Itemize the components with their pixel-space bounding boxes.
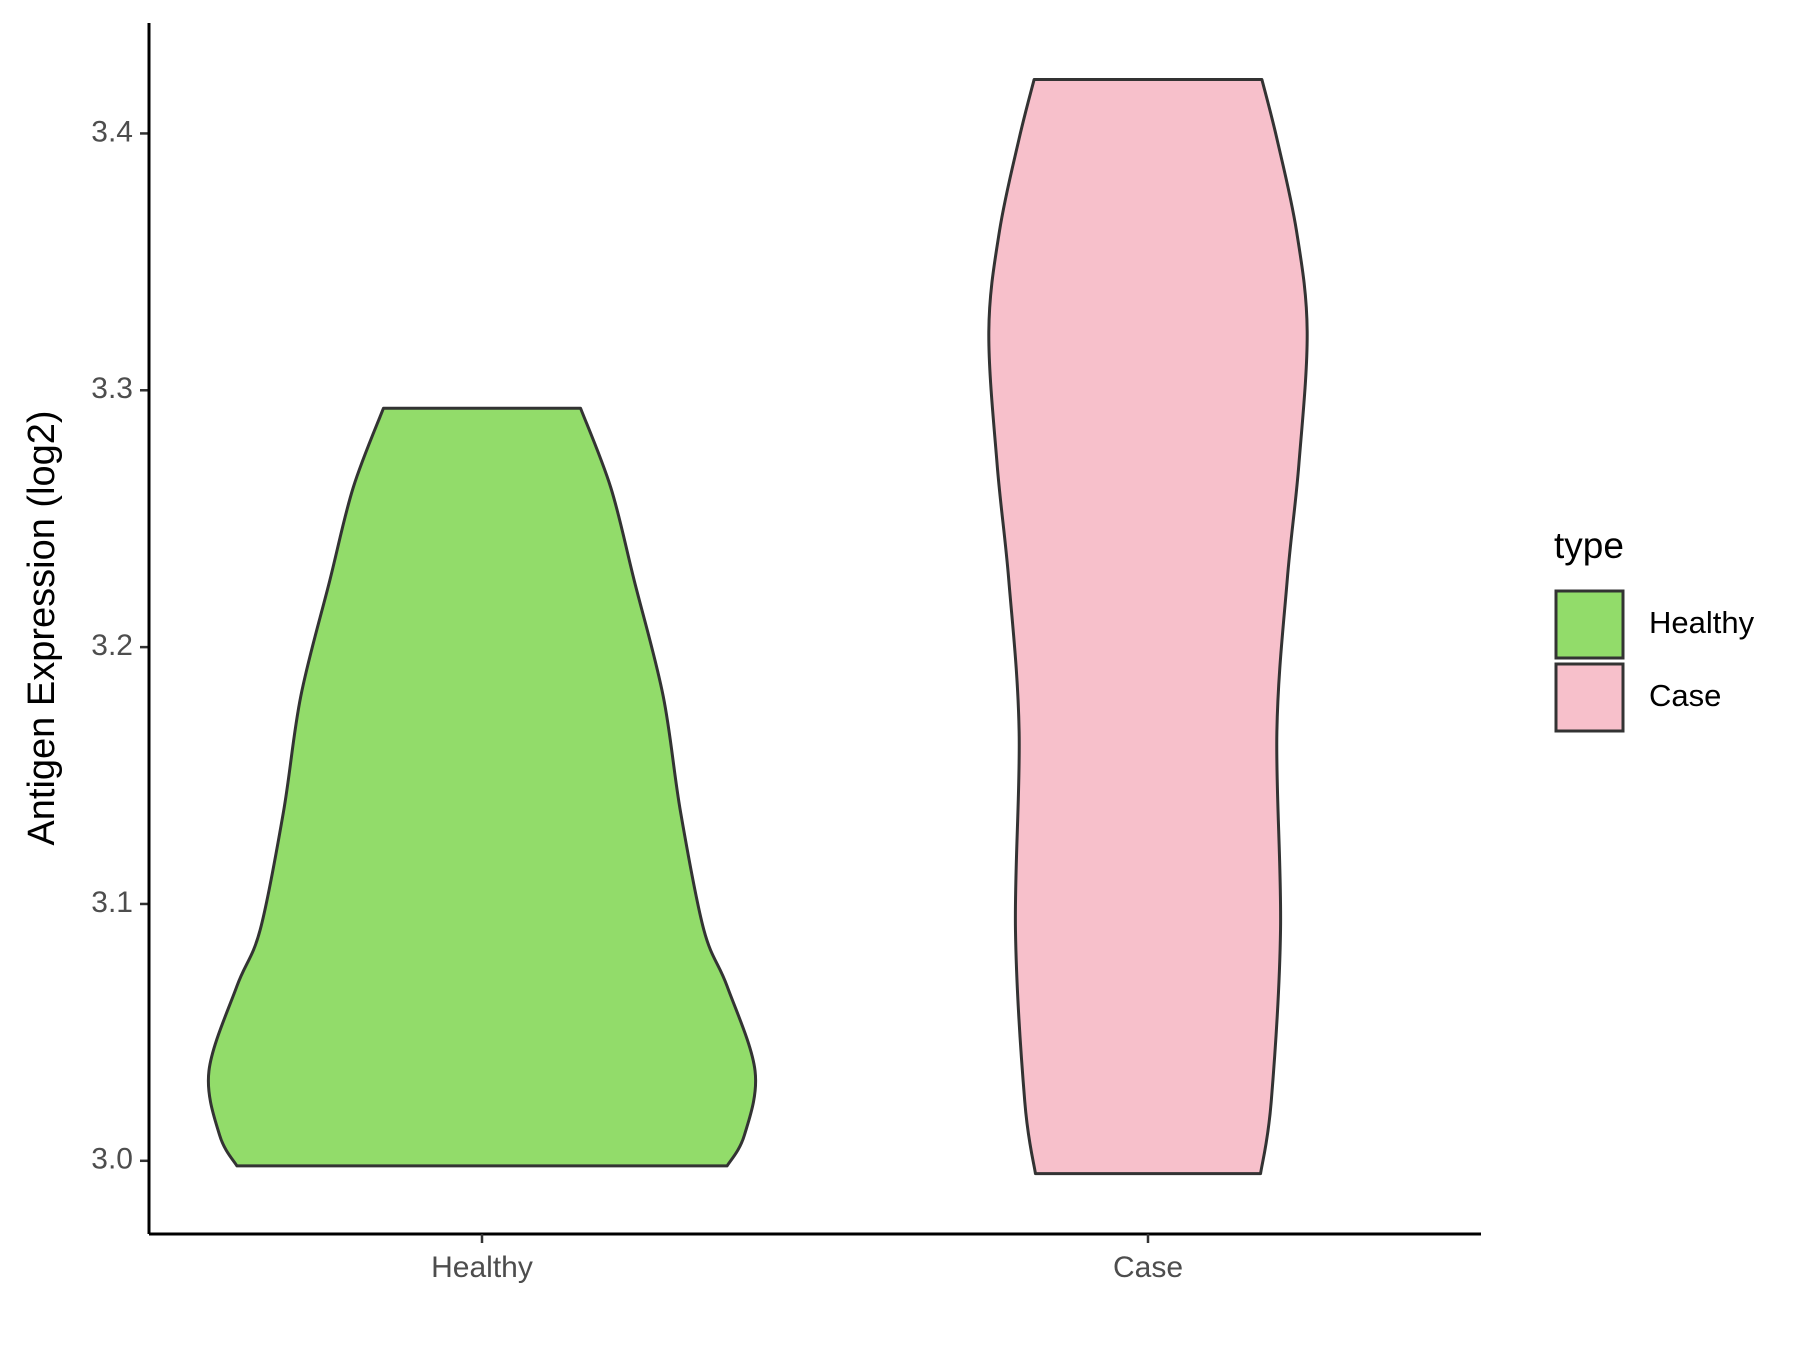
y-tick-label: 3.3	[91, 372, 133, 405]
y-axis-label: Antigen Expression (log2)	[21, 410, 63, 845]
legend-key	[1554, 589, 1625, 660]
legend-key	[1554, 662, 1625, 733]
y-tick-label: 3.1	[91, 886, 133, 919]
violin	[206, 406, 758, 1168]
y-tick-label: 3.0	[91, 1143, 133, 1176]
legend-label: Case	[1649, 678, 1721, 713]
y-tick-label: 3.2	[91, 629, 133, 662]
violin	[987, 78, 1309, 1176]
legend-label: Healthy	[1649, 605, 1755, 640]
x-tick-label: Healthy	[431, 1251, 533, 1284]
y-tick-label: 3.4	[91, 115, 133, 148]
x-tick-label: Case	[1113, 1251, 1183, 1284]
legend-title: type	[1554, 525, 1624, 566]
